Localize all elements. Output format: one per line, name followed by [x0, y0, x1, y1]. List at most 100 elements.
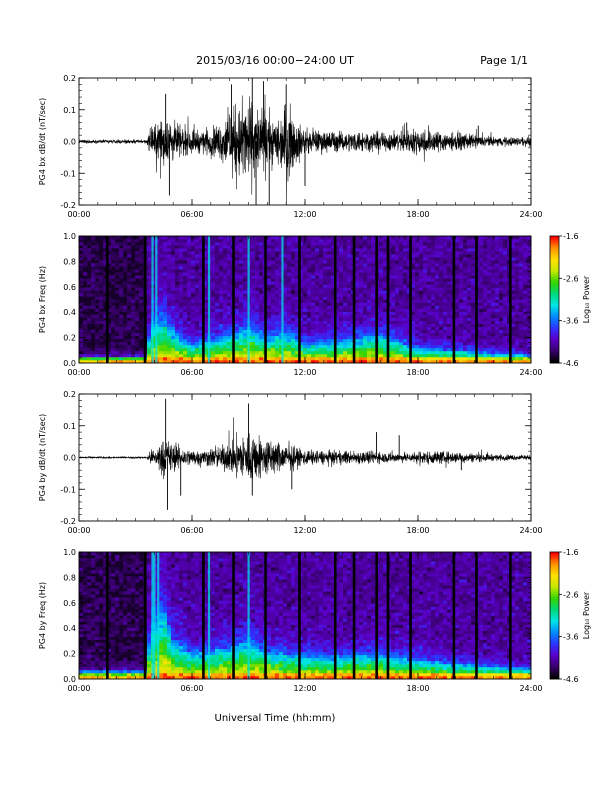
x-tick-label: 24:00 — [519, 210, 542, 219]
y-tick-label: 0.0 — [63, 675, 76, 684]
y-tick-label: 0.4 — [63, 624, 76, 633]
x-tick-label: 12:00 — [293, 368, 316, 377]
page-number: Page 1/1 — [480, 54, 528, 67]
x-tick-label: 00:00 — [67, 526, 90, 535]
y-tick-label: -0.2 — [60, 201, 76, 210]
data-gap — [333, 236, 337, 363]
y-tick-label: -0.2 — [60, 517, 76, 526]
x-tick-label: 12:00 — [293, 526, 316, 535]
data-gap — [333, 552, 337, 679]
spectrogram-cells — [79, 236, 532, 364]
data-gap — [232, 236, 235, 363]
x-tick-label: 18:00 — [406, 210, 429, 219]
y-tick-label: 0.0 — [63, 138, 76, 147]
colorbar: -1.6 -2.6 -3.6 -4.6 Log₁₀ Power — [549, 548, 591, 684]
colorbar-tick-label: -4.6 — [563, 675, 579, 684]
x-tick-label: 00:00 — [67, 210, 90, 219]
data-gap — [352, 552, 356, 679]
x-tick-label: 06:00 — [180, 526, 203, 535]
data-gap — [264, 552, 267, 679]
y-tick-label: 0.0 — [63, 454, 76, 463]
y-tick-label: -0.1 — [60, 485, 76, 494]
x-tick-label: 06:00 — [180, 684, 203, 693]
broadband-line — [153, 552, 156, 679]
y-tick-label: 1.0 — [63, 548, 76, 557]
data-gap — [452, 552, 456, 679]
colorbar-tick-label: -3.6 — [563, 633, 579, 642]
y-tick-label: 0.6 — [63, 283, 76, 292]
broadband-line — [151, 552, 154, 679]
x-tick-label: 00:00 — [67, 368, 90, 377]
signal-trace — [79, 78, 531, 205]
y-tick-label: 0.4 — [63, 308, 76, 317]
data-gap — [143, 552, 147, 679]
data-gap — [409, 236, 412, 363]
colorbar-label: Log₁₀ Power — [582, 275, 591, 323]
x-tick-label: 06:00 — [180, 368, 203, 377]
y-tick-label: 0.0 — [63, 359, 76, 368]
data-gap — [232, 552, 235, 679]
x-tick-label: 24:00 — [519, 684, 542, 693]
y-tick-label: 0.2 — [63, 390, 76, 399]
colorbar-tick-label: -4.6 — [563, 359, 579, 368]
data-gap — [509, 236, 512, 363]
y-axis-label: PG4 by Freq (Hz) — [38, 582, 47, 649]
broadband-line — [155, 236, 158, 363]
x-tick-label: 18:00 — [406, 684, 429, 693]
data-gap — [509, 552, 512, 679]
y-axis-label: PG4 by dB/dt (nT/sec) — [38, 414, 47, 501]
waveform-panel: 0.2 0.1 0.0 -0.1 -0.200:00 06:00 12:00 18:00 24:… — [38, 390, 543, 535]
data-gap — [375, 552, 378, 679]
colorbar-tick-label: -1.6 — [563, 232, 579, 241]
y-tick-label: 0.2 — [63, 334, 76, 343]
data-gap — [106, 552, 109, 679]
y-tick-label: 0.6 — [63, 599, 76, 608]
x-tick-label: 06:00 — [180, 210, 203, 219]
y-tick-label: 0.8 — [63, 573, 76, 582]
panels: 0.20.10.0-0.1-0.200:00 06:00 12:00 18:00 24:… — [38, 74, 591, 693]
broadband-line — [207, 552, 211, 679]
colorbar-tick-label: -2.6 — [563, 590, 579, 599]
data-gap — [386, 552, 390, 679]
y-tick-label: 1.0 — [63, 232, 76, 241]
x-tick-label: 18:00 — [406, 368, 429, 377]
data-gap — [202, 552, 205, 679]
colorbar-tick-label: -2.6 — [563, 274, 579, 283]
broadband-line — [207, 236, 211, 363]
broadband-line — [157, 552, 160, 679]
signal-trace — [79, 398, 531, 510]
colorbar-tick-label: -3.6 — [563, 317, 579, 326]
x-tick-label: 24:00 — [519, 526, 542, 535]
x-tick-label: 24:00 — [519, 368, 542, 377]
x-axis-label: Universal Time (hh:mm) — [215, 713, 336, 724]
colorbar-label: Log₁₀ Power — [582, 591, 591, 639]
data-gap — [352, 236, 356, 363]
spectrogram-panel: -1.6 -2.6 -3.6 -4.6 Log₁₀ Power 1.0 0.8 0.6 0.4 0… — [38, 232, 591, 377]
data-gap — [386, 236, 390, 363]
colorbar-tick-label: -1.6 — [563, 548, 579, 557]
x-tick-label: 18:00 — [406, 526, 429, 535]
data-gap — [409, 552, 412, 679]
y-tick-label: -0.1 — [60, 169, 76, 178]
broadband-line — [281, 236, 284, 363]
y-tick-label: 0.8 — [63, 257, 76, 266]
data-gap — [475, 236, 478, 363]
data-gap — [375, 236, 378, 363]
broadband-line — [151, 236, 154, 363]
data-gap — [143, 236, 147, 363]
x-tick-label: 00:00 — [67, 684, 90, 693]
spectrogram-cells — [79, 552, 532, 680]
spectrogram-panel: -1.6 -2.6 -3.6 -4.6 Log₁₀ Power 1.0 0.8 0.6 0.4 0… — [38, 548, 591, 693]
waveform-panel: 0.2 0.1 0.0 -0.1 -0.200:00 06:00 12:00 18:00 24:… — [38, 74, 543, 219]
broadband-line — [247, 236, 250, 363]
trace-line — [79, 417, 531, 480]
data-gap — [106, 236, 109, 363]
data-gap — [264, 236, 267, 363]
broadband-line — [247, 552, 250, 679]
x-tick-label: 12:00 — [293, 210, 316, 219]
x-tick-label: 12:00 — [293, 684, 316, 693]
data-gap — [298, 236, 301, 363]
page-title: 2015/03/16 00:00−24:00 UT — [196, 54, 354, 67]
colorbar-frame — [549, 235, 560, 364]
